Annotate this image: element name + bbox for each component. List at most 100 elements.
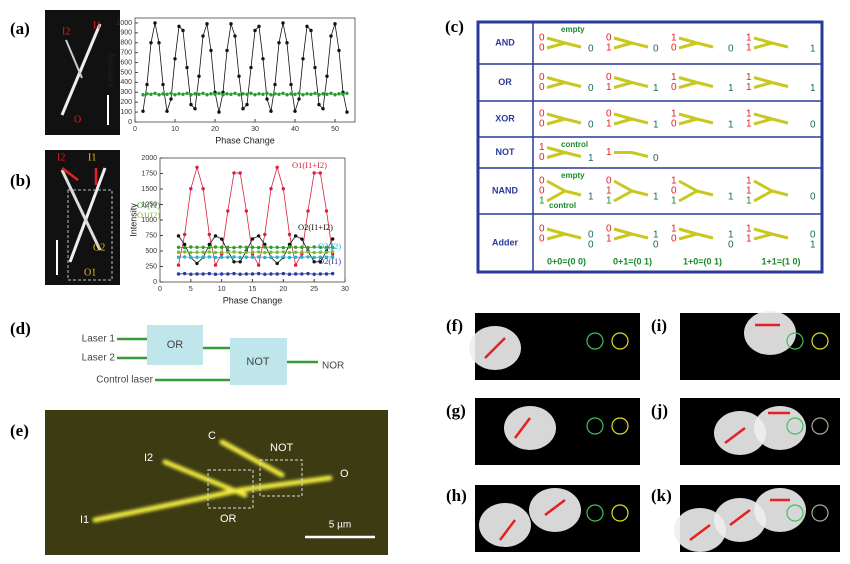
data-point	[297, 97, 301, 101]
output-digit: 1	[728, 120, 734, 131]
output-digit: 1	[653, 83, 659, 94]
data-point	[207, 271, 212, 276]
series-label: O2(I1+I2)	[298, 222, 333, 232]
data-point	[257, 92, 261, 96]
data-point	[250, 237, 255, 241]
data-point	[232, 171, 236, 175]
data-point	[293, 255, 298, 259]
series-line	[142, 92, 348, 96]
data-point	[181, 28, 185, 33]
data-point	[275, 250, 279, 254]
input-digit: 1	[746, 186, 752, 197]
data-point	[182, 245, 187, 250]
data-point	[329, 91, 333, 95]
data-point	[213, 250, 218, 255]
nanowire	[546, 179, 582, 203]
micrograph-label: O	[74, 114, 81, 125]
data-point	[318, 245, 323, 249]
data-point	[281, 255, 286, 259]
data-point	[189, 272, 193, 276]
micrograph-label: O2	[93, 242, 105, 253]
data-point	[269, 93, 273, 97]
y-tick-label: 500	[145, 248, 157, 255]
data-point	[329, 34, 333, 38]
data-point	[330, 245, 335, 250]
y-tick-label: 400	[120, 79, 132, 86]
data-point	[219, 250, 224, 254]
data-point	[325, 74, 329, 78]
data-point	[318, 250, 323, 254]
data-point	[275, 165, 279, 169]
series-label: O1(I2)	[137, 210, 160, 220]
input-digit: 0	[539, 109, 545, 120]
data-point	[333, 22, 337, 26]
data-point	[324, 245, 329, 249]
y-tick-label: 900	[120, 30, 132, 37]
data-point	[273, 82, 277, 87]
data-point	[318, 260, 323, 264]
output-digit: 1	[810, 83, 816, 94]
data-point	[213, 255, 218, 260]
input-digit: 0	[539, 186, 545, 197]
data-point	[293, 92, 297, 96]
data-point	[250, 250, 255, 254]
row-label: Adder	[492, 237, 519, 247]
input-digit: 1	[606, 196, 612, 207]
input-digit: 0	[539, 82, 545, 93]
data-point	[306, 209, 310, 213]
data-point	[157, 41, 161, 45]
panel-label: (h)	[446, 486, 467, 505]
data-point	[207, 245, 212, 250]
blob	[479, 503, 531, 547]
x-tick-label: 30	[251, 126, 259, 133]
arrow	[724, 427, 746, 444]
series-label: O2(I2)	[318, 241, 341, 251]
data-point	[318, 255, 323, 259]
wire	[60, 23, 102, 116]
data-point	[306, 271, 310, 276]
data-point	[238, 171, 242, 175]
data-point	[281, 21, 285, 25]
data-point	[306, 255, 310, 259]
data-point	[177, 92, 181, 96]
data-point	[232, 250, 236, 254]
data-point	[281, 271, 286, 276]
input-digit: 0	[671, 186, 677, 197]
data-point	[293, 234, 298, 238]
sum: 0+1=(0 1)	[613, 256, 652, 266]
note: empty	[561, 25, 585, 34]
data-point	[181, 92, 185, 96]
input-digit: 0	[539, 119, 545, 130]
data-point	[201, 245, 205, 249]
input-digit: 1	[539, 142, 545, 153]
blob	[714, 498, 766, 542]
gate-label: OR	[167, 339, 184, 351]
data-point	[201, 255, 205, 259]
data-point	[195, 165, 199, 169]
data-point	[313, 65, 317, 70]
panel-label: (k)	[651, 486, 672, 505]
input-digit: 1	[606, 82, 612, 93]
arrow	[484, 337, 506, 359]
data-point	[145, 92, 149, 96]
data-point	[177, 24, 181, 29]
marker-circle	[611, 417, 629, 435]
series-line	[178, 235, 334, 264]
micrograph-label: C	[208, 430, 216, 442]
series-label: O1(I1)	[137, 200, 160, 210]
data-point	[256, 250, 261, 254]
y-tick-label: 1000	[116, 20, 132, 27]
blob	[754, 406, 806, 450]
data-point	[297, 91, 301, 95]
sum: 1+1=(1 0)	[761, 256, 800, 266]
panel-label: (c)	[445, 17, 464, 36]
input-digit: 0	[606, 72, 612, 83]
marker-circle	[586, 504, 604, 522]
marker-circle	[611, 332, 629, 350]
input-digit: 1	[606, 186, 612, 197]
data-point	[237, 93, 241, 97]
data-point	[306, 250, 310, 254]
data-point	[217, 110, 221, 114]
data-point	[173, 93, 177, 97]
